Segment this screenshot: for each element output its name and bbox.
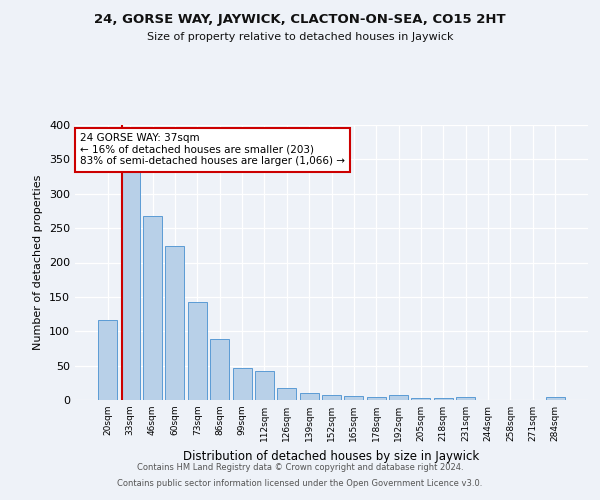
Text: Contains public sector information licensed under the Open Government Licence v3: Contains public sector information licen… [118,478,482,488]
Bar [255,371,274,400]
Bar [412,398,430,400]
Bar [166,246,184,400]
Text: 24 GORSE WAY: 37sqm
← 16% of detached houses are smaller (203)
83% of semi-detac: 24 GORSE WAY: 37sqm ← 16% of detached ho… [80,133,345,166]
Bar [188,302,207,400]
Bar [143,216,162,400]
Text: Contains HM Land Registry data © Crown copyright and database right 2024.: Contains HM Land Registry data © Crown c… [137,464,463,472]
Bar [389,395,408,400]
Bar [98,320,118,400]
Bar [299,393,319,400]
Bar [121,171,140,400]
Bar [367,396,386,400]
Text: Size of property relative to detached houses in Jaywick: Size of property relative to detached ho… [147,32,453,42]
Bar [456,397,475,400]
X-axis label: Distribution of detached houses by size in Jaywick: Distribution of detached houses by size … [184,450,479,462]
Bar [210,339,229,400]
Bar [545,397,565,400]
Bar [322,395,341,400]
Bar [434,398,453,400]
Bar [233,368,251,400]
Bar [277,388,296,400]
Text: 24, GORSE WAY, JAYWICK, CLACTON-ON-SEA, CO15 2HT: 24, GORSE WAY, JAYWICK, CLACTON-ON-SEA, … [94,12,506,26]
Y-axis label: Number of detached properties: Number of detached properties [34,175,43,350]
Bar [344,396,364,400]
